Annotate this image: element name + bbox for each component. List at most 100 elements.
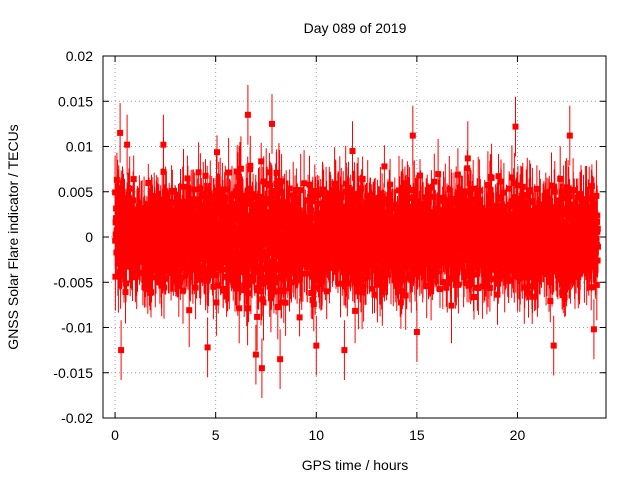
data-point [175, 282, 182, 289]
data-point [148, 289, 154, 296]
data-point [566, 132, 573, 139]
data-point [116, 242, 123, 249]
data-point [126, 202, 133, 209]
data-point [403, 275, 410, 282]
data-point [300, 218, 307, 225]
data-point [338, 194, 345, 201]
data-point [385, 196, 391, 203]
data-point [401, 260, 408, 267]
data-point [407, 239, 414, 246]
x-tick-label: 20 [510, 427, 526, 443]
data-point [518, 192, 525, 199]
data-point [583, 266, 590, 273]
data-point [567, 216, 574, 223]
data-point [517, 224, 524, 231]
data-point [318, 275, 325, 282]
data-point [166, 234, 173, 241]
data-point [227, 204, 234, 211]
data-point [517, 273, 524, 280]
data-point [431, 238, 438, 245]
data-point [221, 200, 228, 207]
data-point [429, 255, 436, 261]
data-point [399, 184, 406, 191]
data-point [131, 211, 138, 217]
y-axis-label: GNSS Solar Flare indicator / TECUs [5, 124, 21, 349]
data-point [158, 278, 165, 285]
data-point [414, 243, 421, 249]
data-point [558, 236, 565, 243]
data-point [564, 233, 571, 240]
data-point [434, 219, 441, 226]
data-point [420, 212, 427, 219]
data-point [314, 262, 321, 269]
data-point [323, 196, 330, 203]
data-point [128, 256, 135, 263]
data-point [210, 211, 217, 218]
data-point [456, 194, 463, 201]
data-point [215, 192, 222, 199]
data-point [542, 200, 549, 207]
data-point [349, 259, 356, 266]
data-point [409, 207, 416, 214]
data-point [385, 200, 392, 207]
data-point [238, 198, 245, 205]
data-point [314, 192, 321, 198]
data-point [186, 210, 193, 217]
data-point [197, 186, 204, 193]
data-point [160, 168, 167, 175]
data-point [321, 225, 328, 232]
data-point [135, 211, 142, 218]
data-point [323, 215, 330, 222]
data-point [355, 191, 362, 198]
data-point [233, 285, 239, 292]
data-point [118, 229, 125, 235]
data-point [233, 246, 240, 252]
data-point [279, 231, 286, 238]
data-point [262, 219, 269, 226]
data-point [132, 232, 139, 239]
data-point [222, 195, 229, 202]
data-point [263, 215, 269, 222]
data-point [165, 231, 172, 238]
data-point [128, 261, 135, 268]
data-point [269, 195, 276, 202]
data-point [593, 192, 600, 199]
data-point [291, 236, 298, 243]
data-point [425, 251, 431, 258]
data-point [352, 247, 359, 254]
data-point [498, 178, 504, 185]
data-point [267, 182, 273, 189]
data-point [402, 201, 409, 208]
data-point [255, 238, 261, 245]
data-point [231, 226, 238, 233]
data-point [474, 232, 481, 239]
data-point [307, 240, 314, 247]
data-point [448, 212, 455, 219]
data-point [294, 276, 301, 283]
data-point [461, 188, 468, 195]
data-point [239, 208, 245, 215]
data-point [484, 182, 491, 189]
data-point [473, 199, 480, 205]
data-point [479, 218, 486, 225]
data-point [455, 208, 462, 215]
data-point [133, 269, 140, 276]
data-point [221, 242, 228, 249]
data-point [145, 222, 152, 229]
data-point [122, 289, 129, 296]
data-point [197, 276, 204, 283]
data-point [162, 275, 169, 282]
data-point [445, 257, 452, 263]
data-point [193, 202, 200, 209]
data-point [377, 211, 384, 218]
data-point [177, 278, 184, 285]
data-point [309, 254, 316, 261]
data-point [228, 262, 235, 269]
data-point [528, 283, 535, 290]
data-point [551, 188, 558, 195]
x-tick-labels: 0 5 10 15 20 [111, 427, 525, 443]
data-point [250, 191, 257, 198]
data-point [486, 284, 493, 291]
data-point [425, 197, 432, 203]
data-point [299, 261, 306, 268]
